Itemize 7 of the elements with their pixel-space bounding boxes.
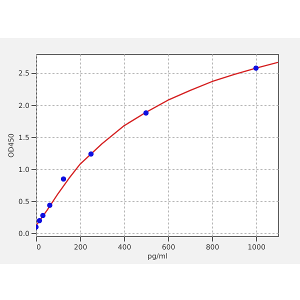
point bbox=[60, 176, 66, 182]
point bbox=[40, 212, 46, 218]
point bbox=[88, 151, 94, 157]
point bbox=[36, 218, 42, 224]
point bbox=[253, 65, 259, 71]
point bbox=[143, 110, 149, 116]
point bbox=[47, 202, 52, 208]
